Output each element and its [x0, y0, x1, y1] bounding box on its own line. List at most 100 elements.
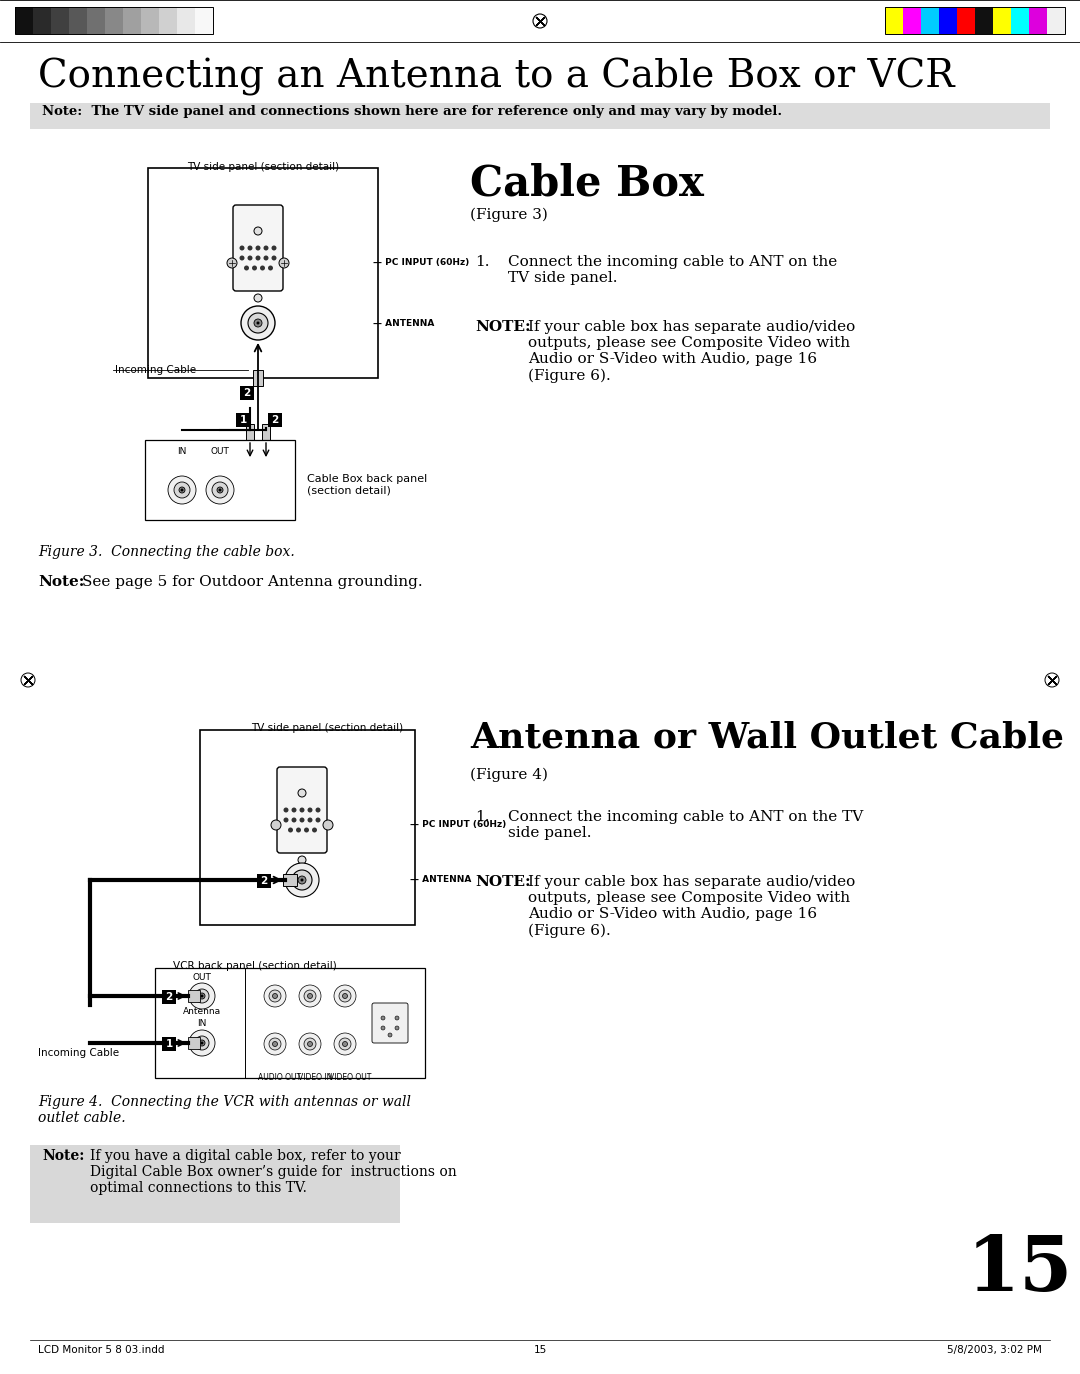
Circle shape — [381, 1026, 384, 1030]
Circle shape — [285, 863, 319, 897]
Circle shape — [342, 1041, 348, 1047]
Text: Cable Box back panel
(section detail): Cable Box back panel (section detail) — [307, 474, 428, 496]
Bar — [1047, 7, 1065, 34]
Bar — [957, 7, 975, 34]
Text: 2: 2 — [243, 387, 251, 398]
Text: TV side panel (section detail): TV side panel (section detail) — [252, 723, 404, 732]
Circle shape — [248, 313, 268, 333]
Bar — [1011, 7, 1029, 34]
Text: IN: IN — [198, 1018, 206, 1028]
Circle shape — [323, 820, 333, 830]
Text: See page 5 for Outdoor Antenna grounding.: See page 5 for Outdoor Antenna grounding… — [82, 574, 422, 589]
Circle shape — [279, 258, 289, 268]
Text: 5/8/2003, 3:02 PM: 5/8/2003, 3:02 PM — [947, 1345, 1042, 1355]
Bar — [177, 7, 195, 34]
Text: NOTE:: NOTE: — [475, 320, 530, 334]
Circle shape — [201, 995, 203, 998]
Text: Incoming Cable: Incoming Cable — [114, 365, 197, 375]
Circle shape — [308, 818, 312, 823]
Circle shape — [240, 246, 244, 250]
Text: AUDIO OUT: AUDIO OUT — [258, 1073, 301, 1081]
Circle shape — [254, 227, 262, 235]
Text: 2: 2 — [165, 992, 173, 1002]
Text: — ANTENNA: — ANTENNA — [410, 875, 471, 885]
Circle shape — [315, 808, 321, 812]
Bar — [253, 370, 264, 386]
Circle shape — [240, 256, 244, 261]
Circle shape — [292, 818, 297, 823]
Circle shape — [256, 256, 260, 261]
Bar — [903, 7, 921, 34]
Text: Figure 3.  Connecting the cable box.: Figure 3. Connecting the cable box. — [38, 545, 295, 559]
Text: VCR back panel (section detail): VCR back panel (section detail) — [173, 960, 337, 971]
Circle shape — [212, 482, 228, 497]
Text: Note:  The TV side panel and connections shown here are for reference only and m: Note: The TV side panel and connections … — [42, 104, 782, 118]
Bar — [156, 969, 426, 1079]
Text: OUT: OUT — [211, 448, 229, 456]
Text: 1: 1 — [240, 415, 246, 425]
Text: OUT: OUT — [192, 974, 212, 982]
Circle shape — [298, 789, 306, 797]
Text: Note:: Note: — [42, 1149, 84, 1162]
Bar — [69, 7, 87, 34]
Bar — [939, 7, 957, 34]
Circle shape — [303, 1037, 316, 1050]
Circle shape — [179, 486, 185, 493]
Bar — [262, 425, 270, 440]
Circle shape — [292, 870, 312, 890]
Circle shape — [339, 1037, 351, 1050]
Circle shape — [174, 482, 190, 497]
Circle shape — [256, 246, 260, 250]
Text: (Figure 3): (Figure 3) — [470, 207, 548, 223]
Circle shape — [300, 878, 303, 882]
Circle shape — [283, 818, 288, 823]
Text: — ANTENNA: — ANTENNA — [373, 319, 434, 327]
Text: NOTE:: NOTE: — [475, 875, 530, 889]
Circle shape — [218, 489, 221, 492]
Circle shape — [395, 1026, 399, 1030]
Bar — [105, 7, 123, 34]
Text: 15: 15 — [534, 1345, 546, 1355]
Circle shape — [195, 1036, 210, 1050]
Circle shape — [299, 808, 305, 812]
Circle shape — [272, 1041, 278, 1047]
Text: Connecting an Antenna to a Cable Box or VCR: Connecting an Antenna to a Cable Box or … — [38, 58, 955, 96]
Circle shape — [315, 818, 321, 823]
Circle shape — [339, 991, 351, 1002]
Circle shape — [271, 256, 276, 261]
Bar — [141, 7, 159, 34]
Circle shape — [180, 489, 184, 492]
Circle shape — [241, 306, 275, 339]
Circle shape — [296, 827, 301, 833]
Text: — PC INPUT (60Hz): — PC INPUT (60Hz) — [373, 258, 469, 268]
Text: Incoming Cable: Incoming Cable — [38, 1048, 119, 1058]
Bar — [123, 7, 141, 34]
Circle shape — [201, 1041, 203, 1044]
Bar — [268, 414, 282, 427]
Text: If you have a digital cable box, refer to your
Digital Cable Box owner’s guide f: If you have a digital cable box, refer t… — [90, 1149, 457, 1195]
Text: Cable Box: Cable Box — [470, 164, 704, 205]
Circle shape — [247, 256, 253, 261]
Circle shape — [299, 985, 321, 1007]
Text: VIDEO IN: VIDEO IN — [298, 1073, 333, 1081]
Circle shape — [272, 993, 278, 999]
Bar — [33, 7, 51, 34]
Bar — [240, 386, 254, 400]
Circle shape — [381, 1015, 384, 1020]
FancyBboxPatch shape — [276, 767, 327, 853]
Circle shape — [199, 1040, 205, 1046]
Circle shape — [217, 486, 222, 493]
Circle shape — [283, 808, 288, 812]
Circle shape — [308, 1041, 312, 1047]
Bar — [145, 440, 295, 519]
Circle shape — [292, 808, 297, 812]
Circle shape — [298, 856, 306, 864]
Circle shape — [260, 265, 265, 271]
Circle shape — [264, 1033, 286, 1055]
Text: Figure 4.  Connecting the VCR with antennas or wall
outlet cable.: Figure 4. Connecting the VCR with antenn… — [38, 1095, 411, 1125]
Circle shape — [252, 265, 257, 271]
Circle shape — [334, 1033, 356, 1055]
Bar — [148, 168, 378, 378]
Bar — [246, 425, 254, 440]
Bar — [15, 7, 33, 34]
